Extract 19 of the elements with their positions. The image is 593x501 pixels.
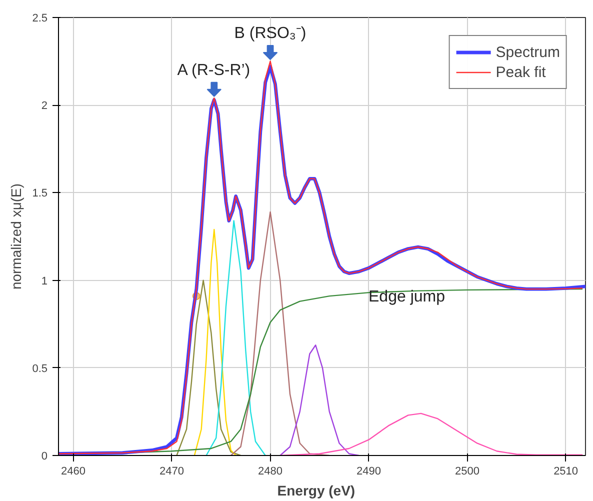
x-tick-label: 2460 xyxy=(61,466,86,478)
y-tick-label: 0 xyxy=(41,450,48,462)
y-tick-label: 1.5 xyxy=(32,188,48,200)
legend-label: Peak fit xyxy=(496,64,546,80)
x-tick-label: 2500 xyxy=(455,466,480,478)
annotation: B (RSO₃⁻) xyxy=(234,25,306,42)
annotation: Edge jump xyxy=(368,288,446,306)
annotation: A (R-S-R’) xyxy=(177,62,250,79)
x-tick-label: 2490 xyxy=(356,466,382,478)
x-tick-label: 2470 xyxy=(160,466,184,478)
y-axis-title: normalized xμ(E) xyxy=(8,183,24,290)
y-tick-label: 0.5 xyxy=(32,362,48,375)
x-tick-label: 2480 xyxy=(258,466,283,478)
y-tick-label: 2 xyxy=(41,100,48,112)
x-tick-label: 2510 xyxy=(554,466,578,478)
legend-label: Spectrum xyxy=(496,44,560,60)
x-axis-title: Energy (eV) xyxy=(277,482,356,498)
y-tick-label: 1 xyxy=(41,275,48,288)
y-tick-label: 2.5 xyxy=(32,12,48,24)
